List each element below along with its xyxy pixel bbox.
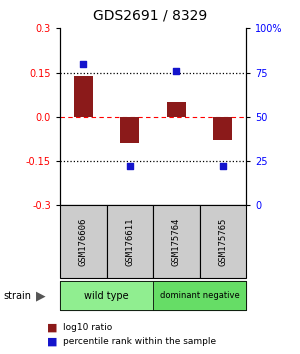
- Text: ■: ■: [46, 322, 57, 332]
- Text: strain: strain: [3, 291, 31, 301]
- Point: [81, 61, 86, 67]
- Text: percentile rank within the sample: percentile rank within the sample: [63, 337, 216, 346]
- Bar: [214, 117, 232, 141]
- Bar: [200, 205, 246, 278]
- Bar: [153, 205, 200, 278]
- Text: GSM176606: GSM176606: [79, 217, 88, 266]
- Text: dominant negative: dominant negative: [160, 291, 239, 300]
- Bar: [121, 117, 139, 143]
- Bar: [106, 205, 153, 278]
- Text: ▶: ▶: [36, 289, 45, 302]
- Bar: [74, 75, 93, 117]
- Text: GDS2691 / 8329: GDS2691 / 8329: [93, 9, 207, 23]
- Text: GSM176611: GSM176611: [125, 217, 134, 266]
- Text: GSM175765: GSM175765: [218, 217, 227, 266]
- Bar: [60, 281, 153, 310]
- Bar: [153, 281, 246, 310]
- Text: ■: ■: [46, 337, 57, 347]
- Text: GSM175764: GSM175764: [172, 217, 181, 266]
- Point: [220, 164, 225, 169]
- Point: [128, 164, 132, 169]
- Bar: [167, 102, 185, 117]
- Point: [174, 68, 179, 74]
- Bar: [60, 205, 106, 278]
- Text: wild type: wild type: [84, 291, 129, 301]
- Text: log10 ratio: log10 ratio: [63, 323, 112, 332]
